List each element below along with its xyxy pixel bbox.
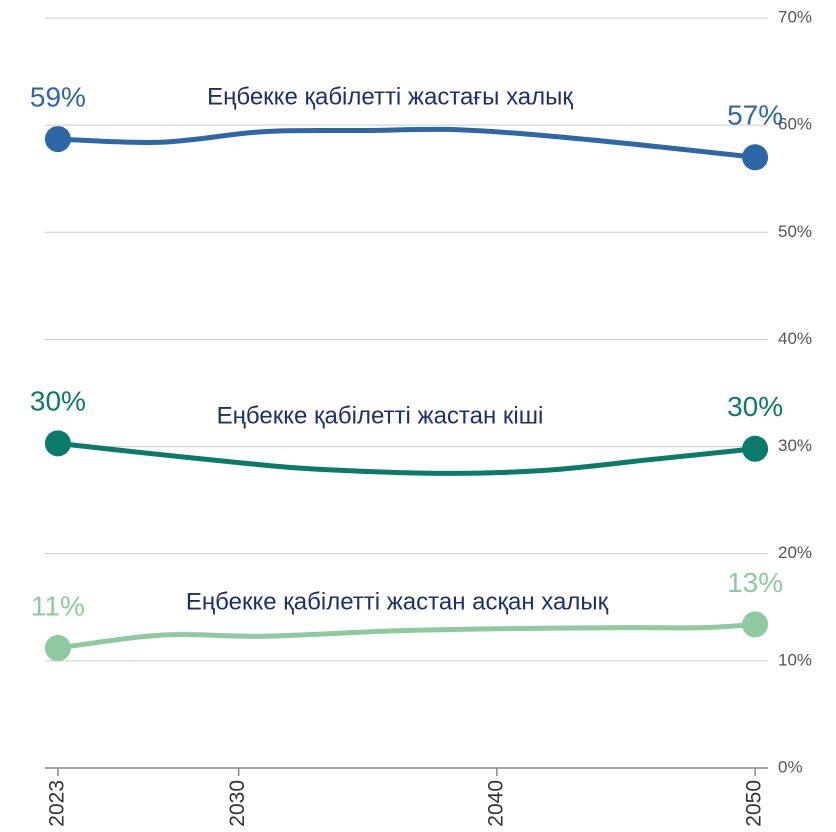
point <box>742 144 769 171</box>
data-label: 30% <box>727 391 783 422</box>
x-tick-label: 2030 <box>226 780 249 827</box>
point <box>742 611 769 638</box>
series-label: Еңбекке қабілетті жастан асқан халық <box>186 588 609 615</box>
data-label: 11% <box>31 590 85 621</box>
series-line <box>55 621 758 651</box>
point <box>44 126 71 153</box>
series-label: Еңбекке қабілетті жастан кіші <box>217 402 544 429</box>
x-tick-label: 2023 <box>45 780 68 827</box>
y-tick-label: 10% <box>778 650 812 669</box>
series-label: Еңбекке қабілетті жастағы халық <box>207 83 573 110</box>
point <box>44 635 71 661</box>
data-label: 13% <box>727 567 783 598</box>
data-label: 57% <box>727 100 783 131</box>
series-line <box>55 126 758 160</box>
x-tick-label: 2050 <box>743 780 766 827</box>
data-label: 30% <box>30 386 86 417</box>
x-tick-label: 2040 <box>484 780 507 827</box>
point <box>742 435 769 462</box>
y-tick-label: 0% <box>778 757 803 776</box>
y-tick-label: 60% <box>778 115 812 134</box>
y-tick-label: 70% <box>778 7 812 26</box>
y-tick-label: 20% <box>778 543 812 562</box>
point <box>44 430 71 457</box>
data-label: 59% <box>30 81 86 112</box>
y-tick-label: 40% <box>778 329 812 348</box>
y-tick-label: 50% <box>778 222 812 241</box>
series-line <box>55 440 758 476</box>
y-tick-label: 30% <box>778 436 812 455</box>
